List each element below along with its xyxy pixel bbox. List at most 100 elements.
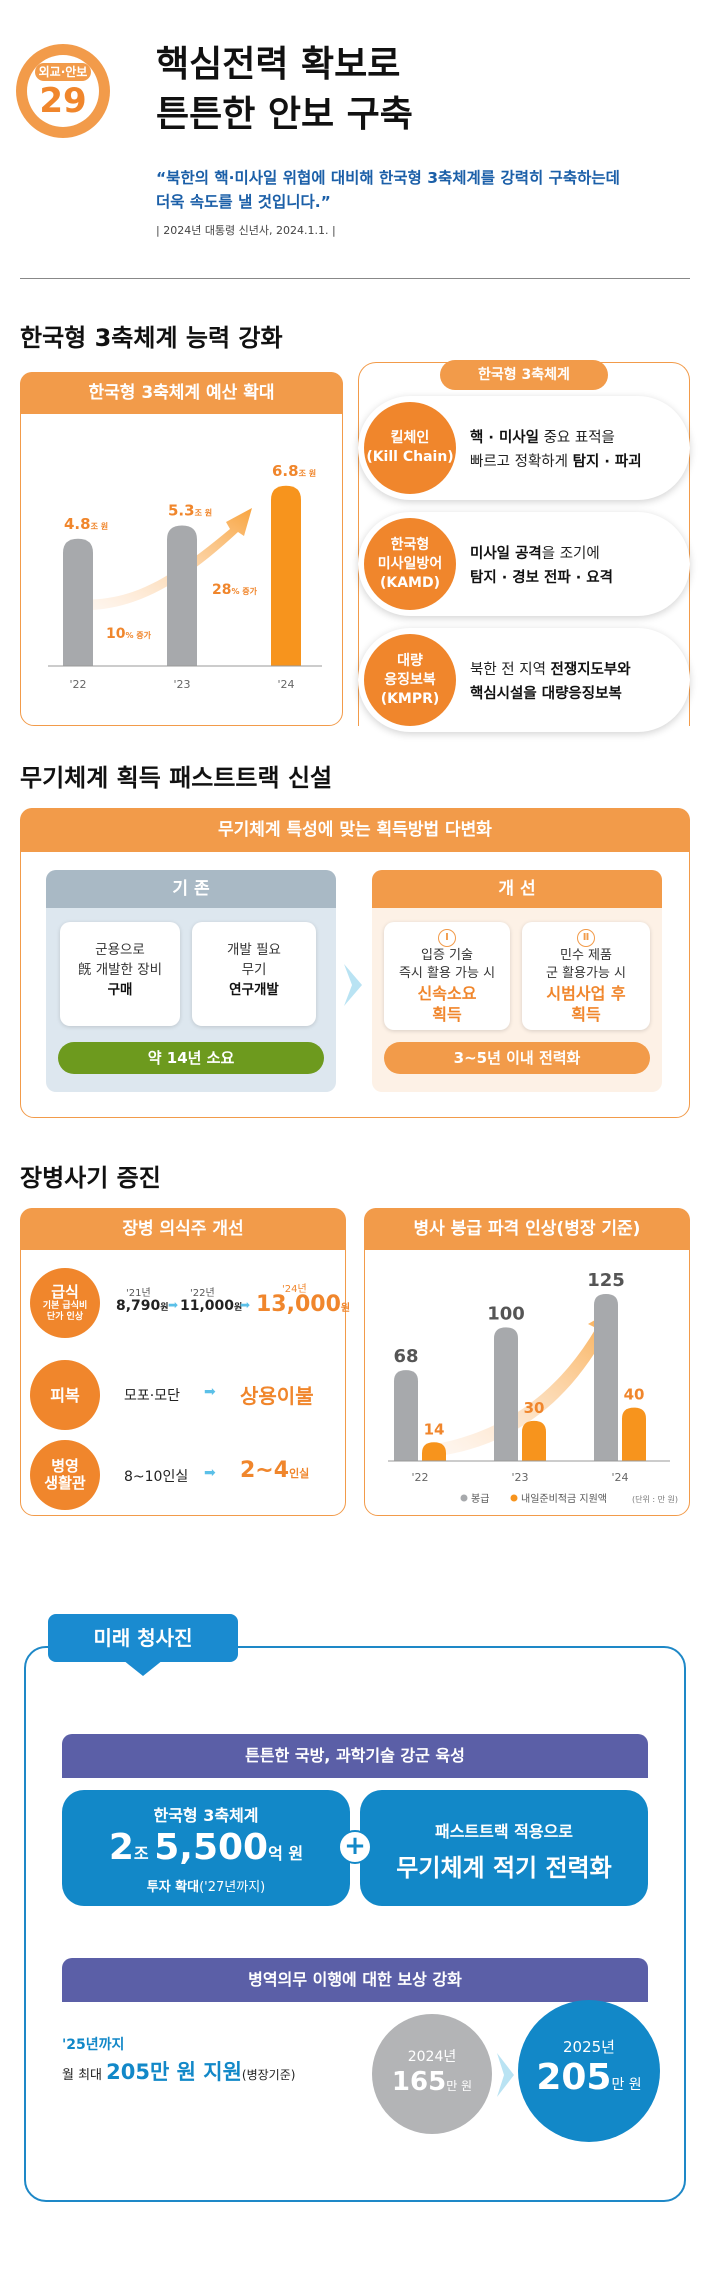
pay-2024-circle: 2024년 165만 원 [372,2014,492,2134]
pay-2025-value: 205만 원 [518,2057,660,2106]
box1-amount-small2: 억 원 [268,1844,304,1863]
budget-bar-1 [167,525,197,666]
pay-value-label-1-0: 14 [424,1420,445,1438]
budget-growth-label-1: 28% 증가 [212,582,258,598]
meal-year-2: '22년 [190,1288,215,1299]
quote-line-2: 더욱 속도를 낼 것입니다.” [156,193,331,211]
meal-value-2: 11,000원 [180,1298,242,1314]
president-quote: “북한의 핵·미사일 위협에 대비해 한국형 3축체계를 강력히 구축하는데 더… [156,166,686,214]
kill-chain-desc-2: 빠르고 정확하게 [470,454,573,470]
clothing-arrow-icon: ➡ [204,1384,216,1400]
kamd-name-en: (KAMD) [379,574,441,591]
roman-one-icon: Ⅰ [438,929,456,947]
kamd-description: 미사일 공격을 조기에 탐지 · 경보 전파 · 요격 [470,542,680,590]
kamd-name-1: 한국형 [390,536,430,553]
box1-amount-small1: 조 [133,1844,149,1863]
pay-unit-note: (단위 : 만 원) [632,1494,678,1504]
support-bold: 205만 원 지원 [106,2060,242,2084]
pay-2025-year: 2025년 [563,2038,615,2056]
meal-value-2-unit: 원 [234,1303,243,1313]
legend-salary: 봉급 [471,1493,489,1505]
pay-bar-1-0 [422,1442,446,1461]
three-axis-title: 한국형 3축체계 [440,360,608,390]
kill-chain-card: 킬체인 (Kill Chain) 핵 · 미사일 중요 표적을 빠르고 정확하게 … [358,396,690,500]
old-rnd-card: 개발 필요 무기 연구개발 [192,922,316,1026]
pay-category-label-2: '24 [611,1471,628,1484]
pay-2025-circle: 2025년 205만 원 [518,2000,660,2142]
meal-value-1-unit: 원 [160,1303,169,1313]
support-pre: 월 최대 [62,2068,107,2083]
barracks-to: 2~4인실 [240,1458,309,1483]
page-title: 핵심전력 확보로 튼튼한 안보 구축 [156,40,413,140]
new-card2-bold2: 획득 [571,1005,601,1024]
quote-source: | 2024년 대통령 신년사, 2024.1.1. | [156,224,336,237]
budget-growth-label-0: 10% 증가 [106,626,152,642]
old-card2-line1: 개발 필요 [227,942,281,958]
box1-amount: 2조 5,500억 원 [62,1826,350,1876]
kamd-desc-bold-1: 미사일 공격 [470,546,542,562]
budget-category-label-1: '23 [173,678,190,691]
kill-chain-desc-bold-2: 탐지 · 파괴 [572,454,642,470]
meal-label: 급식 [51,1282,79,1301]
kill-chain-name-en: (Kill Chain) [366,449,454,465]
kill-chain-badge: 킬체인 (Kill Chain) [364,402,456,494]
meal-year-3: '24년 [282,1284,307,1295]
soldier-welfare-title: 장병 의식주 개선 [20,1208,346,1250]
header-divider [20,278,690,279]
meal-sub-1: 기본 급식비 [42,1300,88,1311]
future-tag-pointer [123,1660,163,1676]
budget-value-label-2: 6.8조 원 [272,462,316,480]
old-process-label: 기 존 [46,870,336,908]
support-period: '25년까지 [62,2037,125,2053]
budget-panel-title: 한국형 3축체계 예산 확대 [20,372,343,414]
budget-value-label-1: 5.3조 원 [168,502,212,520]
pay-2024-num: 165 [391,2067,447,2097]
box1-line1: 한국형 3축체계 [153,1806,259,1825]
title-line-2: 튼튼한 안보 구축 [156,94,413,135]
kmpr-name-2: 응징보복 [384,671,436,688]
pay-category-label-1: '23 [511,1471,528,1484]
old-card2-line2: 무기 [241,962,267,978]
plus-icon: + [338,1830,372,1864]
budget-bar-0 [63,538,93,666]
future-block1-line [62,1776,648,1778]
badge-number: 29 [39,81,87,121]
future-block2-line [62,2000,648,2002]
pay-2024-unit: 만 원 [446,2079,473,2093]
roman-two-icon: Ⅱ [577,929,595,947]
old-duration-pill: 약 14년 소요 [58,1042,324,1074]
pay-value-label-1-2: 40 [624,1386,645,1404]
section-title-fast-track: 무기체계 획득 패스트트랙 신설 [20,764,333,792]
kmpr-desc-1: 북한 전 지역 [470,662,551,678]
section-title-morale: 장병사기 증진 [20,1164,161,1192]
future-block1-title: 튼튼한 국방, 과학기술 강군 육성 [62,1734,648,1778]
kmpr-name-en: (KMPR) [380,690,440,707]
category-badge-inner: 외교·안보 29 [27,55,99,127]
three-axis-investment-box: 한국형 3축체계 2조 5,500억 원 투자 확대('27년까지) [62,1790,350,1906]
meal-year-1: '21년 [126,1288,151,1299]
box1-line3-rest: ('27년까지) [199,1880,266,1895]
kmpr-description: 북한 전 지역 전쟁지도부와 핵심시설을 대량응징보복 [470,658,680,706]
barracks-label-1: 병영 [51,1457,79,1475]
future-tag: 미래 청사진 [48,1614,238,1662]
box2-line2: 무기체계 적기 전력화 [396,1854,612,1882]
kmpr-desc-bold-1: 전쟁지도부와 [550,662,631,678]
kill-chain-desc-1: 중요 표적을 [538,430,615,446]
budget-category-label-0: '22 [69,678,86,691]
new-card1-line1: 입증 기술 [421,948,473,963]
pay-bar-0-0 [394,1370,418,1461]
section-title-three-axis: 한국형 3축체계 능력 강화 [20,324,283,352]
new-card2-line1: 민수 제품 [560,948,612,963]
meal-badge: 급식 기본 급식비 단가 인상 [30,1268,100,1338]
kmpr-name-1: 대량 [397,652,423,669]
pay-value-label-0-1: 100 [487,1303,525,1324]
box1-amount-big2: 5,500 [154,1827,269,1868]
new-process-label: 개 선 [372,870,662,908]
pay-2024-year: 2024년 [407,2049,457,2065]
clothing-label: 피복 [50,1385,80,1405]
pay-2024-value: 165만 원 [372,2066,492,2102]
meal-value-3-unit: 원 [340,1303,351,1314]
pay-panel-title: 병사 봉급 파격 인상(병장 기준) [364,1208,690,1250]
legend-savings: 내일준비적금 지원액 [521,1493,607,1505]
old-card1-line2: 旣 개발한 장비 [77,962,163,978]
